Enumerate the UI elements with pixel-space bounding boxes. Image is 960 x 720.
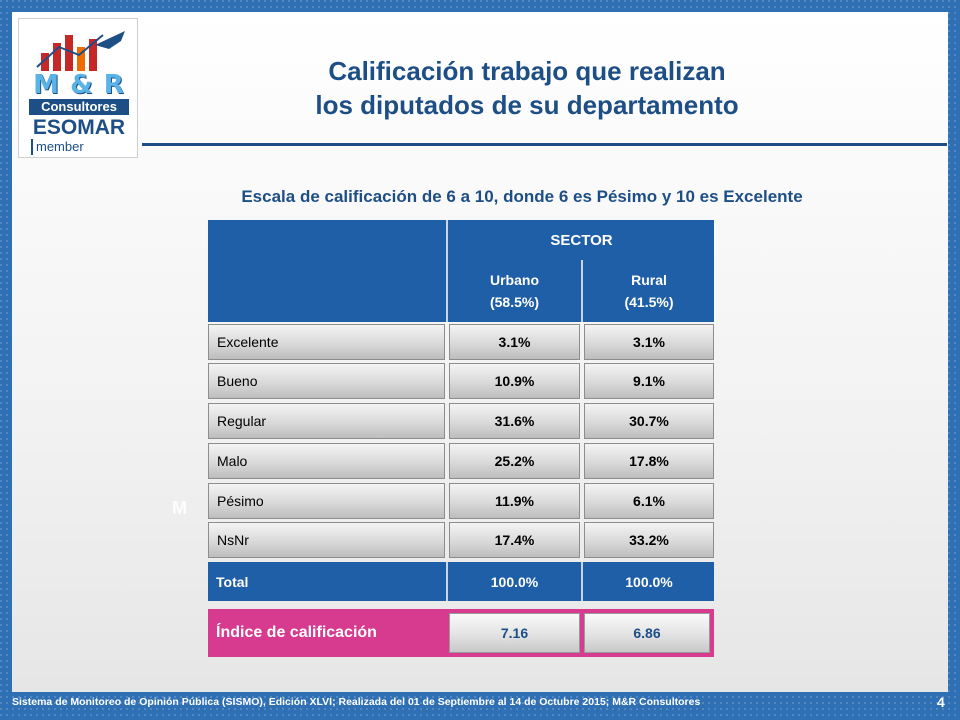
urbano-value: 11.9% xyxy=(449,483,580,519)
page-number: 4 xyxy=(937,694,945,710)
total-separator-1 xyxy=(446,562,448,601)
logo-member-text: member xyxy=(31,139,131,155)
table-row: Regular 31.6% 30.7% xyxy=(208,403,714,439)
total-separator-2 xyxy=(581,562,583,601)
bar-chart-logo-icon xyxy=(36,31,125,71)
column-rural-share: (41.5%) xyxy=(624,294,674,310)
urbano-value: 3.1% xyxy=(449,324,580,360)
row-label: Pésimo xyxy=(208,483,445,519)
total-urbano-value: 100.0% xyxy=(449,562,580,601)
column-rural-name: Rural xyxy=(631,272,667,288)
subheader-separator-1 xyxy=(446,260,448,322)
table-total-row: Total 100.0% 100.0% xyxy=(208,562,714,601)
urbano-value: 17.4% xyxy=(449,522,580,558)
column-header-urbano: Urbano (58.5%) xyxy=(449,260,580,322)
sector-header: SECTOR xyxy=(449,220,714,260)
table-row: Bueno 10.9% 9.1% xyxy=(208,363,714,399)
urbano-value: 25.2% xyxy=(449,443,580,479)
table-row: Malo 25.2% 17.8% xyxy=(208,443,714,479)
footer-source: Sistema de Monitoreo de Opinión Pública … xyxy=(12,696,701,708)
row-label: Regular xyxy=(208,403,445,439)
scale-subtitle: Escala de calificación de 6 a 10, donde … xyxy=(241,187,803,206)
index-rural-value: 6.86 xyxy=(584,613,710,653)
company-logo: M & R Consultores ESOMAR member xyxy=(18,18,138,158)
rural-value: 3.1% xyxy=(584,324,714,360)
subheader-separator-2 xyxy=(581,260,583,322)
table-header-row: SECTOR xyxy=(208,220,714,260)
table-row: Pésimo 11.9% 6.1% xyxy=(208,483,714,519)
rural-value: 17.8% xyxy=(584,443,714,479)
page-title: Calificación trabajo que realizan los di… xyxy=(182,54,872,122)
logo-brand-text: M & R xyxy=(33,70,125,100)
index-row: Índice de calificación 7.16 6.86 xyxy=(208,609,714,657)
urbano-value: 10.9% xyxy=(449,363,580,399)
rural-value: 6.1% xyxy=(584,483,714,519)
table-subheader-row: Urbano (58.5%) Rural (41.5%) xyxy=(208,260,714,322)
total-label: Total xyxy=(208,562,445,601)
header-separator xyxy=(446,220,448,260)
table-row: Excelente 3.1% 3.1% xyxy=(208,324,714,360)
row-label: NsNr xyxy=(208,522,445,558)
urbano-value: 31.6% xyxy=(449,403,580,439)
title-line-1: Calificación trabajo que realizan xyxy=(328,56,726,86)
index-urbano-value: 7.16 xyxy=(449,613,580,653)
row-label: Malo xyxy=(208,443,445,479)
rural-value: 9.1% xyxy=(584,363,714,399)
logo-consultores-text: Consultores xyxy=(29,99,129,115)
title-line-2: los diputados de su departamento xyxy=(315,90,739,120)
logo-esomar-text: ESOMAR xyxy=(32,116,126,139)
column-header-rural: Rural (41.5%) xyxy=(584,260,714,322)
row-label: Bueno xyxy=(208,363,445,399)
table-row: NsNr 17.4% 33.2% xyxy=(208,522,714,558)
row-label: Excelente xyxy=(208,324,445,360)
index-label: Índice de calificación xyxy=(208,609,445,657)
title-divider xyxy=(142,143,947,146)
column-urbano-name: Urbano xyxy=(490,272,539,288)
watermark-text: M xyxy=(172,498,187,518)
total-rural-value: 100.0% xyxy=(584,562,714,601)
column-urbano-share: (58.5%) xyxy=(489,294,540,310)
rural-value: 30.7% xyxy=(584,403,714,439)
rural-value: 33.2% xyxy=(584,522,714,558)
